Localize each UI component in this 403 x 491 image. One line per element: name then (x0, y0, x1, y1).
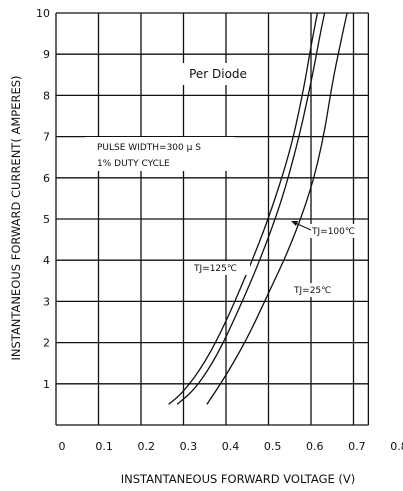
x-tick-label: 0.8 (390, 440, 403, 453)
tj100-label: TJ=100℃ (311, 227, 355, 237)
per-diode-box (176, 63, 260, 85)
per-diode-label: Per Diode (189, 67, 247, 81)
x-tick-label: 0.4 (222, 440, 240, 453)
x-tick-label: 0.3 (180, 440, 198, 453)
duty-cycle-label: 1% DUTY CYCLE (97, 159, 170, 169)
y-tick-label: 10 (36, 7, 50, 20)
y-tick-label: 6 (43, 172, 50, 185)
x-tick-label: 0.5 (264, 440, 282, 453)
pulse-box (85, 137, 235, 171)
y-tick-label: 2 (43, 337, 50, 350)
tj100-bg (310, 224, 365, 238)
y-tick-label: 9 (43, 48, 50, 61)
tick-labels: 1 2 3 4 5 6 7 8 9 10 0 0.1 0.2 0.3 0.4 0.5 0.6 0.7 0.8 (36, 7, 403, 453)
tj100-arrowhead (291, 221, 298, 226)
y-axis-label: INSTANTANEOUS FORWARD CURRENT( AMPERES) (9, 76, 23, 361)
x-tick-label: 0.2 (138, 440, 156, 453)
y-tick-label: 8 (43, 89, 50, 102)
tj25-bg (292, 283, 342, 297)
pulse-width-label: PULSE WIDTH=300 μ S (97, 143, 201, 153)
series-line-1 (176, 12, 326, 405)
x-tick-label: 0 (59, 440, 66, 453)
y-tick-label: 3 (43, 295, 50, 308)
y-tick-label: 1 (43, 378, 50, 391)
tj125-bg (192, 261, 250, 275)
tj125-label: TJ=125℃ (193, 264, 237, 274)
x-axis-label: INSTANTANEOUS FORWARD VOLTAGE (V) (121, 472, 356, 486)
x-tick-label: 0.1 (95, 440, 113, 453)
series-line-2 (206, 12, 348, 405)
y-tick-label: 5 (43, 213, 50, 226)
tj25-label: TJ=25℃ (293, 286, 331, 296)
x-tick-label: 0.7 (348, 440, 366, 453)
y-tick-label: 4 (43, 254, 50, 267)
x-tick-label: 0.6 (306, 440, 324, 453)
y-tick-label: 7 (43, 131, 50, 144)
